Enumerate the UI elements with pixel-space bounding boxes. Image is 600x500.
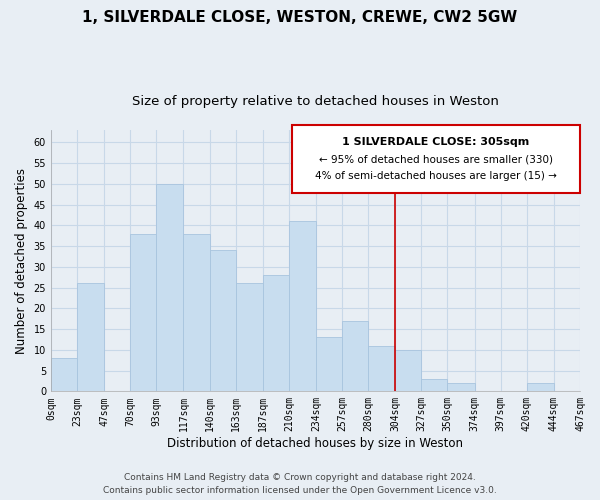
Bar [77,284,104,392]
FancyBboxPatch shape [292,125,580,192]
Text: 4% of semi-detached houses are larger (15) →: 4% of semi-detached houses are larger (1… [315,170,557,180]
Text: 1, SILVERDALE CLOSE, WESTON, CREWE, CW2 5GW: 1, SILVERDALE CLOSE, WESTON, CREWE, CW2 … [82,10,518,25]
Text: Contains HM Land Registry data © Crown copyright and database right 2024.
Contai: Contains HM Land Registry data © Crown c… [103,474,497,495]
Bar [263,275,289,392]
Bar [421,379,448,392]
Bar [316,338,342,392]
Bar [527,383,554,392]
Bar [236,284,263,392]
Bar [368,346,395,392]
Bar [130,234,156,392]
Bar [395,350,421,392]
X-axis label: Distribution of detached houses by size in Weston: Distribution of detached houses by size … [167,437,463,450]
Bar [51,358,77,392]
Text: ← 95% of detached houses are smaller (330): ← 95% of detached houses are smaller (33… [319,155,553,165]
Bar [342,321,368,392]
Bar [156,184,184,392]
Text: 1 SILVERDALE CLOSE: 305sqm: 1 SILVERDALE CLOSE: 305sqm [342,136,529,146]
Title: Size of property relative to detached houses in Weston: Size of property relative to detached ho… [132,95,499,108]
Bar [184,234,209,392]
Bar [448,383,475,392]
Bar [209,250,236,392]
Bar [289,222,316,392]
Y-axis label: Number of detached properties: Number of detached properties [15,168,28,354]
